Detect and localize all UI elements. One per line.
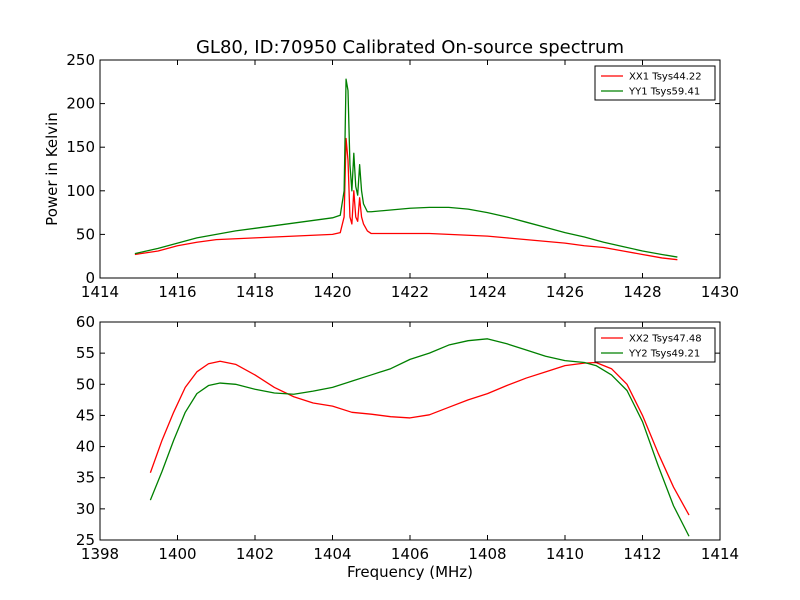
x-tick-label: 1416	[158, 283, 196, 301]
x-tick-label: 1406	[391, 545, 429, 563]
x-tick-label: 1398	[81, 545, 119, 563]
x-tick-label: 1414	[81, 283, 119, 301]
x-tick-label: 1428	[623, 283, 661, 301]
x-tick-label: 1408	[468, 545, 506, 563]
y-tick-label: 100	[66, 182, 95, 200]
bottom-axes: 1398 1400 1402 1404 1406 1408 1410 1412 1414 25 30…	[76, 313, 739, 581]
y-tick-label: 35	[76, 469, 95, 487]
series-line-yy-1	[134, 78, 678, 258]
legend-label: YY1 Tsys59.41	[628, 87, 700, 98]
y-tick-label: 50	[76, 225, 95, 243]
legend: XX2 Tsys47.48 YY2 Tsys49.21	[594, 327, 716, 363]
x-tick-label: 1400	[158, 545, 196, 563]
x-tick-label: 1418	[236, 283, 274, 301]
chart-title: GL80, ID:70950 Calibrated On-source spec…	[196, 37, 624, 58]
series-line-yy-2	[149, 338, 690, 537]
legend-label: XX1 Tsys44.22	[629, 72, 702, 83]
x-tick-label: 1414	[701, 545, 739, 563]
y-tick-label: 150	[66, 138, 95, 156]
x-tick-label: 1426	[546, 283, 584, 301]
x-axis-label: Frequency (MHz)	[347, 563, 473, 581]
x-tick-label: 1410	[546, 545, 584, 563]
x-tick-label: 1424	[468, 283, 506, 301]
y-axis-label: Power in Kelvin	[43, 112, 61, 226]
series-line-xx-1	[134, 137, 678, 261]
y-tick-label: 55	[76, 344, 95, 362]
top-axes: 1414 1416 1418 1420 1422 1424 1426 1428 1430 0 50 1…	[43, 51, 739, 301]
series-line-xx-2	[149, 360, 690, 516]
x-tick-label: 1422	[391, 283, 429, 301]
legend: XX1 Tsys44.22 YY1 Tsys59.41	[594, 65, 716, 101]
x-tick-label: 1404	[313, 545, 351, 563]
y-tick-label: 50	[76, 375, 95, 393]
legend-box	[594, 65, 716, 101]
y-tick-label: 250	[66, 51, 95, 69]
y-tick-label: 200	[66, 95, 95, 113]
x-tick-label: 1430	[701, 283, 739, 301]
y-tick-label: 60	[76, 313, 95, 331]
x-tick-label: 1412	[623, 545, 661, 563]
legend-label: YY2 Tsys49.21	[628, 349, 700, 360]
x-tick-label: 1420	[313, 283, 351, 301]
legend-box	[594, 327, 716, 363]
y-tick-label: 45	[76, 406, 95, 424]
y-tick-label: 40	[76, 438, 95, 456]
y-tick-label: 30	[76, 500, 95, 518]
legend-label: XX2 Tsys47.48	[629, 334, 702, 345]
y-tick-label: 0	[85, 269, 95, 287]
y-tick-label: 25	[76, 531, 95, 549]
x-tick-label: 1402	[236, 545, 274, 563]
